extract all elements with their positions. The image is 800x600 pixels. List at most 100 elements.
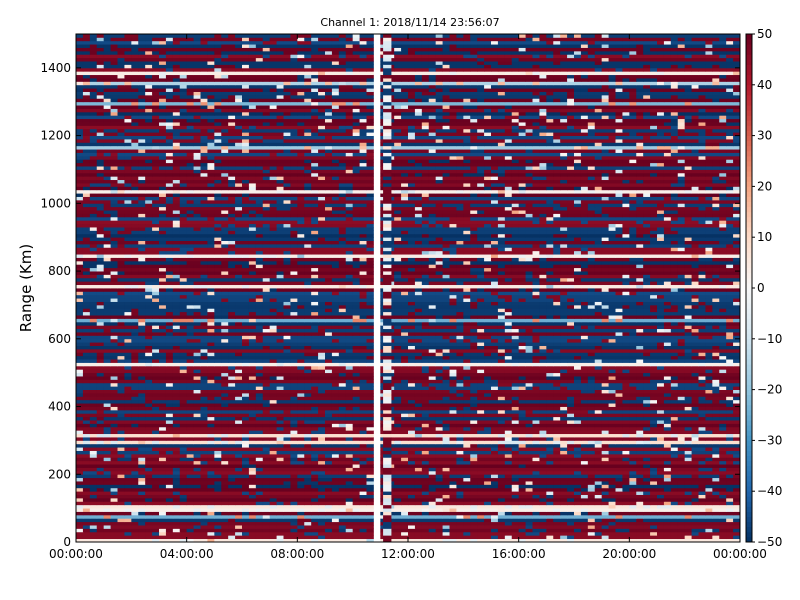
heatmap-cell [214, 538, 222, 543]
heatmap-cell [193, 474, 201, 479]
heatmap-cell [228, 386, 236, 390]
heatmap-cell [601, 365, 609, 370]
heatmap-cell [255, 386, 264, 390]
heatmap-cell [663, 494, 672, 499]
heatmap-cell [712, 528, 720, 533]
heatmap-cell [622, 511, 630, 516]
heatmap-cell [574, 416, 582, 421]
heatmap-cell [152, 382, 160, 387]
heatmap-cell [414, 453, 423, 458]
heatmap-cell [82, 477, 91, 482]
heatmap-cell [331, 399, 340, 404]
heatmap-cell [408, 403, 416, 407]
heatmap-cell [580, 457, 589, 462]
heatmap-cell [311, 426, 319, 431]
heatmap-cell [124, 423, 132, 428]
heatmap-cell [269, 372, 277, 377]
heatmap-cell [601, 376, 609, 380]
heatmap-cell [76, 362, 84, 367]
heatmap-cell [290, 389, 298, 394]
heatmap-cell [726, 521, 734, 526]
heatmap-cell [574, 481, 582, 485]
heatmap-cell [138, 508, 146, 512]
heatmap-cell [214, 514, 222, 519]
heatmap-cell [484, 440, 492, 445]
heatmap-cell [560, 423, 568, 428]
heatmap-cell [200, 518, 208, 523]
heatmap-cell [615, 416, 623, 421]
heatmap-cell [511, 531, 520, 536]
heatmap-cell [124, 406, 132, 411]
heatmap-cell [283, 474, 291, 479]
heatmap-cell [456, 514, 464, 519]
heatmap-cell [650, 470, 658, 475]
heatmap-cell [650, 392, 658, 397]
heatmap-cell [636, 497, 644, 502]
heatmap-cell [518, 474, 526, 479]
heatmap-cell [262, 467, 271, 472]
heatmap-cell [421, 413, 430, 418]
heatmap-cell [643, 382, 651, 387]
heatmap-cell [705, 369, 713, 374]
heatmap-cell [207, 403, 215, 407]
heatmap-cell [82, 508, 91, 512]
heatmap-cell [401, 535, 409, 540]
heatmap-cell [359, 464, 367, 468]
heatmap-cell [345, 450, 354, 455]
heatmap-cell [235, 413, 243, 418]
heatmap-cell [629, 440, 637, 445]
heatmap-cell [428, 430, 437, 435]
heatmap-cell [428, 420, 437, 424]
heatmap-cell [110, 389, 118, 394]
heatmap-cell [442, 447, 450, 451]
heatmap-cell [691, 525, 699, 529]
heatmap-cell [560, 487, 568, 492]
heatmap-cell [221, 399, 229, 404]
heatmap-cell [539, 413, 547, 418]
heatmap-cell [131, 508, 139, 512]
heatmap-cell [525, 443, 533, 448]
heatmap-cell [684, 494, 692, 499]
heatmap-cell [255, 501, 264, 506]
heatmap-cell [567, 508, 575, 512]
heatmap-cell [525, 396, 533, 401]
heatmap-cell [574, 531, 582, 536]
heatmap-cell [117, 518, 125, 523]
heatmap-cell [200, 372, 208, 377]
heatmap-cell [165, 423, 174, 428]
heatmap-cell [504, 453, 513, 458]
heatmap-cell [670, 487, 679, 492]
heatmap-cell [629, 450, 637, 455]
heatmap-cell [629, 426, 637, 431]
heatmap-cell [532, 457, 540, 462]
heatmap-cell [594, 494, 603, 499]
heatmap-cell [670, 386, 679, 390]
heatmap-cell [546, 392, 554, 397]
heatmap-cell [325, 525, 333, 529]
heatmap-cell [442, 426, 450, 431]
heatmap-cell [470, 487, 478, 492]
heatmap-cell [643, 426, 651, 431]
heatmap-cell [276, 518, 284, 523]
heatmap-cell [352, 409, 360, 414]
heatmap-cell [428, 501, 437, 506]
heatmap-cell [401, 504, 409, 509]
heatmap-cell [663, 531, 672, 536]
heatmap-cell [657, 379, 665, 384]
heatmap-cell [408, 399, 416, 404]
heatmap-cell [179, 494, 188, 499]
heatmap-cell [532, 430, 540, 435]
heatmap-cell [421, 437, 430, 441]
heatmap-cell [615, 464, 623, 468]
heatmap-cell [650, 525, 658, 529]
heatmap-cell [470, 460, 478, 465]
heatmap-cell [200, 430, 208, 435]
heatmap-cell [117, 406, 125, 411]
heatmap-cell [553, 447, 561, 451]
heatmap-cell [221, 474, 229, 479]
heatmap-cell [456, 464, 464, 468]
heatmap-cell [670, 531, 679, 536]
heatmap-cell [159, 518, 167, 523]
heatmap-cell [421, 511, 430, 516]
heatmap-cell [587, 386, 596, 390]
